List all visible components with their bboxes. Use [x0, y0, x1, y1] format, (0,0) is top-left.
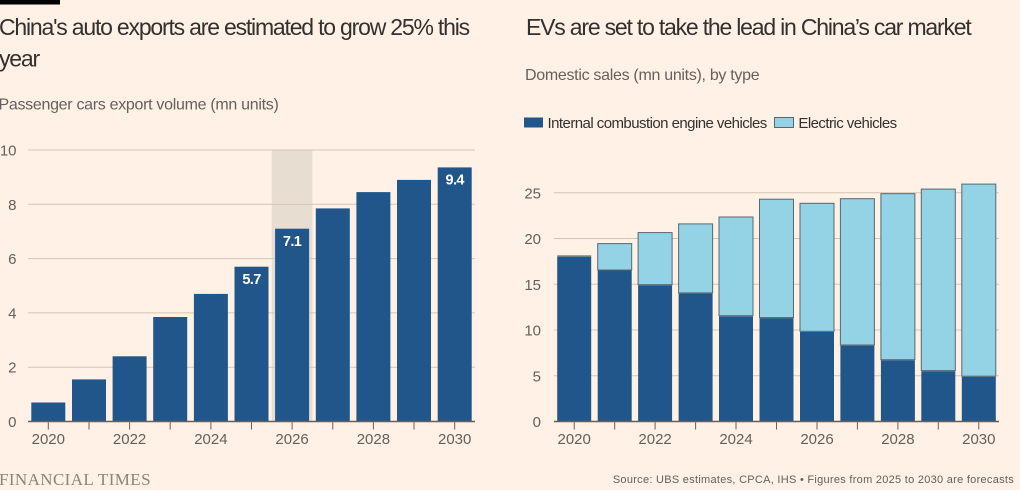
- svg-text:Internal combustion engine veh: Internal combustion engine vehicles: [548, 115, 767, 132]
- svg-text:4: 4: [8, 305, 16, 322]
- svg-text:2020: 2020: [558, 431, 591, 448]
- svg-text:Source: UBS estimates, CPCA, I: Source: UBS estimates, CPCA, IHS • Figur…: [613, 474, 1014, 486]
- svg-text:7.1: 7.1: [283, 234, 302, 250]
- svg-text:5: 5: [533, 368, 541, 385]
- svg-text:5.7: 5.7: [242, 272, 261, 288]
- svg-text:6: 6: [8, 251, 16, 268]
- svg-text:2028: 2028: [357, 431, 390, 448]
- svg-text:2026: 2026: [800, 431, 833, 448]
- svg-text:2026: 2026: [275, 431, 308, 448]
- svg-text:2028: 2028: [881, 431, 914, 448]
- svg-text:25: 25: [524, 185, 541, 202]
- svg-text:2022: 2022: [638, 431, 671, 448]
- svg-text:2030: 2030: [962, 431, 995, 448]
- svg-text:0: 0: [8, 414, 16, 431]
- svg-text:2024: 2024: [194, 431, 227, 448]
- svg-text:20: 20: [524, 231, 541, 248]
- svg-text:8: 8: [8, 197, 16, 214]
- svg-text:2020: 2020: [32, 431, 65, 448]
- svg-text:2: 2: [8, 360, 16, 377]
- svg-text:9.4: 9.4: [446, 173, 465, 189]
- svg-text:year: year: [0, 46, 40, 72]
- svg-text:15: 15: [524, 277, 541, 294]
- svg-text:10: 10: [524, 323, 541, 340]
- svg-text:2022: 2022: [113, 431, 146, 448]
- svg-text:Electric vehicles: Electric vehicles: [798, 115, 896, 132]
- svg-text:Domestic sales (mn units), by: Domestic sales (mn units), by type: [525, 67, 760, 84]
- svg-text:China's auto exports are estim: China's auto exports are estimated to gr…: [0, 14, 470, 40]
- svg-text:2024: 2024: [719, 431, 752, 448]
- svg-text:EVs are set to take the lead i: EVs are set to take the lead in China’s …: [526, 14, 972, 40]
- svg-text:Passenger cars export volume (: Passenger cars export volume (mn units): [0, 97, 278, 114]
- svg-text:FINANCIAL TIMES: FINANCIAL TIMES: [0, 470, 151, 489]
- svg-text:2030: 2030: [438, 431, 471, 448]
- svg-text:0: 0: [533, 414, 541, 431]
- svg-text:10: 10: [0, 143, 17, 160]
